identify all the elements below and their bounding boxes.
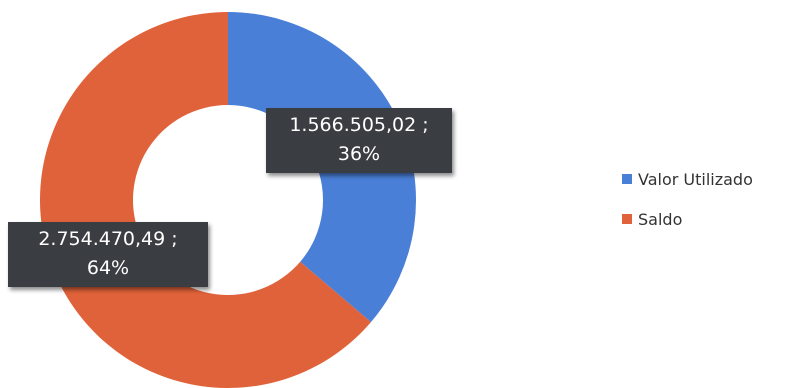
data-label-saldo: 2.754.470,49 ; 64% [8,222,208,287]
data-label-percent: 36% [337,143,381,165]
chart-legend: Valor Utilizado Saldo [622,168,753,248]
data-label-value: 2.754.470,49 ; [38,228,178,250]
legend-item-valor-utilizado: Valor Utilizado [622,168,753,190]
legend-swatch [622,214,632,224]
legend-swatch [622,174,632,184]
legend-label: Saldo [638,209,683,229]
data-label-percent: 64% [86,257,130,279]
legend-item-saldo: Saldo [622,208,753,230]
data-label-valor-utilizado: 1.566.505,02 ; 36% [266,108,452,173]
legend-label: Valor Utilizado [638,169,753,189]
data-label-value: 1.566.505,02 ; [289,114,429,136]
slice-saldo [40,12,371,388]
